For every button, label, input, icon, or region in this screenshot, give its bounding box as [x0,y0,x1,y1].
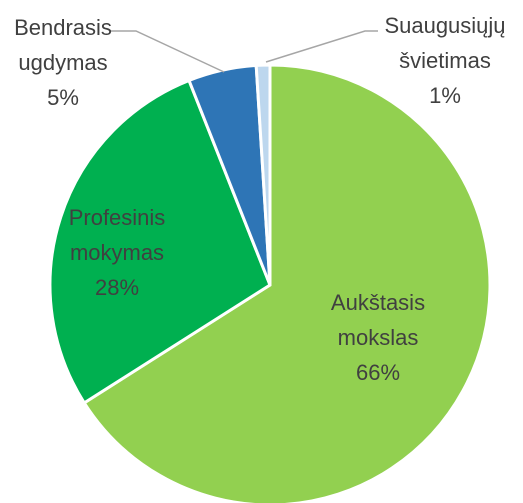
slice-label: Suaugusiųjų švietimas 1% [384,8,505,113]
pie-slice [82,63,492,503]
category-label: Suaugusiųjų švietimas [384,13,506,73]
category-label: Bendrasis ugdymas [14,15,112,75]
value-label: 1% [429,83,461,108]
value-label: 66% [355,360,401,385]
category-label: Profesinis mokymas [68,205,166,265]
pie-slice [48,78,272,405]
slice-label: Aukštasis mokslas 66% [331,285,425,390]
pie-slice [254,63,272,287]
slice-label: Bendrasis ugdymas 5% [14,10,112,115]
slice-label: Profesinis mokymas 28% [69,200,166,305]
value-label: 5% [47,85,79,110]
category-label: Aukštasis mokslas [330,290,426,350]
leader-line [265,30,378,63]
value-label: 28% [94,275,140,300]
leader-line [110,30,225,73]
